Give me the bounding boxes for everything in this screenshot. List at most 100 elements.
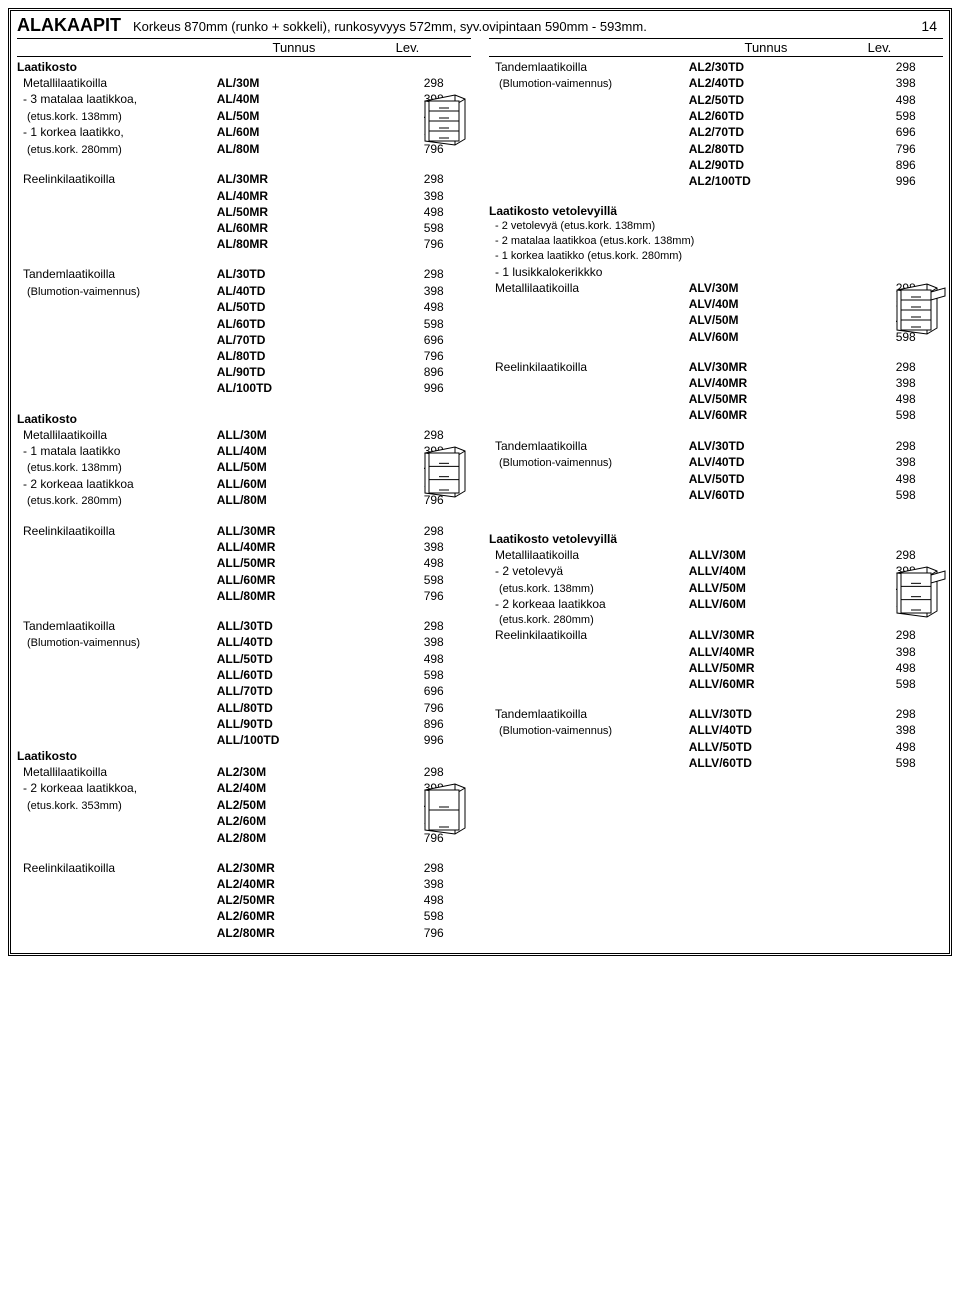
row-code: AL2/60M: [217, 813, 371, 829]
table-row: - 1 matala laatikkoALL/40M398: [17, 443, 471, 459]
left-header: Tunnus Lev.: [17, 38, 471, 57]
row-desc: (etus.kork. 138mm): [489, 582, 689, 597]
row-desc: Metallilaatikoilla: [17, 75, 217, 91]
row-code: AL2/100TD: [689, 173, 843, 189]
row-desc: (Blumotion-vaimennus): [489, 77, 689, 92]
row-value: 896: [371, 364, 444, 380]
table-row: [489, 424, 943, 438]
row-code: ALLV/40TD: [689, 722, 843, 738]
table-row: AL/50MR498: [17, 204, 471, 220]
row-desc: - 2 matalaa laatikkoa (etus.kork. 138mm): [489, 234, 694, 249]
row-value: 498: [843, 391, 916, 407]
row-value: 996: [843, 173, 916, 189]
table-row: Laatikosto: [17, 411, 471, 427]
row-value: 398: [843, 375, 916, 391]
row-code: ALV/30M: [689, 280, 843, 296]
table-row: AL2/50MR498: [17, 892, 471, 908]
row-desc: - 1 lusikkalokerikkko: [489, 264, 689, 280]
table-row: [17, 252, 471, 266]
row-value: 598: [371, 908, 444, 924]
row-code: ALL/60TD: [217, 667, 371, 683]
table-row: - 2 korkeaa laatikkoaALLV/60M598: [489, 596, 943, 612]
table-row: (etus.kork. 353mm)AL2/50M498: [17, 797, 471, 814]
row-desc: Laatikosto: [17, 748, 217, 764]
row-desc: (etus.kork. 353mm): [17, 799, 217, 814]
table-row: - 1 korkea laatikko (etus.kork. 280mm): [489, 249, 943, 264]
row-code: ALLV/60MR: [689, 676, 843, 692]
row-code: ALL/60MR: [217, 572, 371, 588]
row-code: AL/40MR: [217, 188, 371, 204]
row-desc: - 1 korkea laatikko (etus.kork. 280mm): [489, 249, 689, 264]
table-row: (Blumotion-vaimennus)ALL/40TD398: [17, 634, 471, 651]
row-value: 398: [371, 188, 444, 204]
row-code: ALLV/30M: [689, 547, 843, 563]
table-row: TandemlaatikoillaALL/30TD298: [17, 618, 471, 634]
row-value: 298: [843, 627, 916, 643]
table-row: ALL/70TD696: [17, 683, 471, 699]
row-code: ALV/30TD: [689, 438, 843, 454]
row-desc: - 2 korkeaa laatikkoa: [17, 476, 217, 492]
page-title: ALAKAAPIT: [17, 15, 121, 36]
row-code: AL2/30MR: [217, 860, 371, 876]
row-code: ALL/80M: [217, 492, 371, 508]
page-subtitle: Korkeus 870mm (runko + sokkeli), runkosy…: [133, 19, 909, 34]
row-code: ALV/60M: [689, 329, 843, 345]
row-code: AL2/40M: [217, 780, 371, 796]
cabinet-icon: [887, 274, 949, 339]
row-desc: Laatikosto: [17, 411, 217, 427]
table-row: AL/60MR598: [17, 220, 471, 236]
row-value: 796: [371, 348, 444, 364]
row-code: AL/60TD: [217, 316, 371, 332]
row-value: 398: [371, 634, 444, 650]
row-code: ALV/50TD: [689, 471, 843, 487]
row-code: ALLV/40M: [689, 563, 843, 579]
row-value: 398: [843, 454, 916, 470]
table-row: ALV/40MR398: [489, 375, 943, 391]
table-row: ALL/80TD796: [17, 700, 471, 716]
row-code: ALL/80TD: [217, 700, 371, 716]
table-row: (etus.kork. 138mm)ALLV/50M498: [489, 580, 943, 597]
table-row: ReelinkilaatikoillaAL2/30MR298: [17, 860, 471, 876]
table-row: ALLV/40MR398: [489, 644, 943, 660]
table-row: [489, 189, 943, 203]
table-row: TandemlaatikoillaALLV/30TD298: [489, 706, 943, 722]
row-value: 398: [843, 722, 916, 738]
row-value: 996: [371, 380, 444, 396]
row-value: 896: [843, 157, 916, 173]
row-desc: - 2 korkeaa laatikkoa,: [17, 780, 217, 796]
table-row: Laatikosto: [17, 748, 471, 764]
table-row: AL2/90TD896: [489, 157, 943, 173]
table-row: ALL/60MR598: [17, 572, 471, 588]
row-value: 996: [371, 732, 444, 748]
table-row: [17, 157, 471, 171]
row-value: 498: [371, 892, 444, 908]
row-value: 498: [843, 92, 916, 108]
row-code: ALLV/50M: [689, 580, 843, 596]
row-desc: Metallilaatikoilla: [17, 764, 217, 780]
table-row: Laatikosto: [17, 59, 471, 75]
cabinet-icon: [415, 437, 477, 502]
row-value: 298: [371, 523, 444, 539]
row-value: 696: [371, 332, 444, 348]
row-value: 398: [371, 539, 444, 555]
row-code: AL/40M: [217, 91, 371, 107]
table-row: TandemlaatikoillaAL/30TD298: [17, 266, 471, 282]
row-value: 598: [843, 108, 916, 124]
row-desc: Tandemlaatikoilla: [489, 706, 689, 722]
row-code: AL/100TD: [217, 380, 371, 396]
table-row: (Blumotion-vaimennus)AL2/40TD398: [489, 75, 943, 92]
row-value: 598: [371, 220, 444, 236]
row-code: ALL/30TD: [217, 618, 371, 634]
table-row: (Blumotion-vaimennus)ALV/40TD398: [489, 454, 943, 471]
table-row: - 2 vetolevyä (etus.kork. 138mm): [489, 219, 943, 234]
row-code: AL2/40TD: [689, 75, 843, 91]
row-code: AL/80MR: [217, 236, 371, 252]
hdr-tunnus-right: Tunnus: [689, 40, 843, 55]
row-value: 298: [371, 618, 444, 634]
table-row: AL2/80TD796: [489, 141, 943, 157]
table-row: ALV/50TD498: [489, 471, 943, 487]
row-value: 696: [371, 683, 444, 699]
cabinet-icon: [415, 774, 477, 839]
row-code: ALV/40TD: [689, 454, 843, 470]
row-code: AL2/60MR: [217, 908, 371, 924]
